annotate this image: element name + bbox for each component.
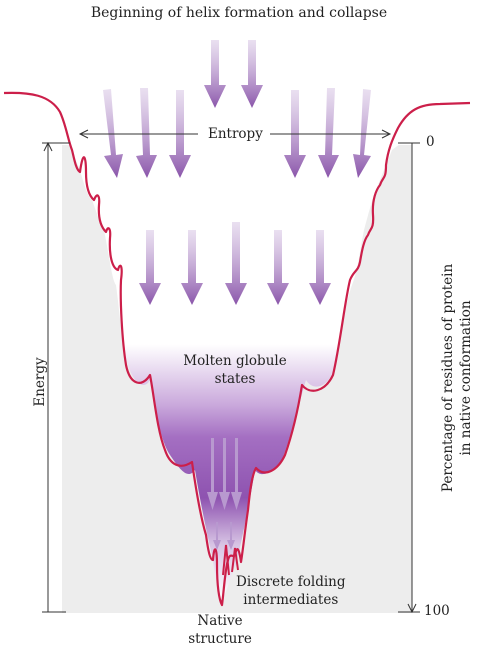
percent-axis-line2: in native conformation: [458, 300, 474, 456]
molten-globule-label: Molten globule states: [160, 352, 310, 388]
entropy-arrows-left: [103, 88, 191, 178]
entropy-arrow: [78, 129, 392, 139]
arrow-icon: [241, 40, 263, 108]
energy-label: Energy: [32, 357, 48, 407]
molten-globule-line2: states: [214, 371, 256, 387]
top-arrows: [204, 40, 263, 108]
entropy-label: Entropy: [208, 126, 263, 142]
middle-arrows: [139, 222, 331, 305]
funnel-outline: [3, 91, 471, 607]
arrow-icon: [136, 88, 157, 178]
arrow-icon: [204, 40, 226, 108]
percent-axis-label: Percentage of residues of protein in nat…: [439, 223, 475, 533]
arrow-icon: [309, 230, 331, 305]
native-line2: structure: [188, 631, 252, 647]
arrow-icon: [318, 88, 339, 178]
percent-axis-top-value: 0: [426, 134, 435, 150]
arrow-icon: [139, 230, 161, 305]
percent-axis-bottom-value: 100: [424, 603, 450, 619]
percent-axis: [398, 142, 420, 614]
arrow-icon: [181, 230, 203, 305]
arrow-icon: [225, 222, 247, 305]
discrete-line1: Discrete folding: [236, 574, 346, 590]
arrow-icon: [227, 522, 235, 550]
energy-axis: [42, 141, 70, 613]
molten-globule-line1: Molten globule: [183, 353, 287, 369]
entropy-arrows-right: [284, 88, 371, 178]
arrow-icon: [207, 438, 218, 510]
percent-axis-line1: Percentage of residues of protein: [440, 263, 456, 493]
native-line1: Native: [197, 613, 243, 629]
lower-arrows: [207, 438, 242, 550]
native-spikes: [222, 544, 239, 576]
native-structure-label: Native structure: [160, 612, 280, 648]
arrow-icon: [231, 438, 242, 510]
discrete-line2: intermediates: [243, 592, 339, 608]
diagram-title: Beginning of helix formation and collaps…: [90, 5, 388, 21]
arrow-icon: [219, 438, 230, 510]
arrow-icon: [213, 522, 221, 550]
arrow-icon: [267, 230, 289, 305]
discrete-intermediates-label: Discrete folding intermediates: [236, 573, 346, 609]
